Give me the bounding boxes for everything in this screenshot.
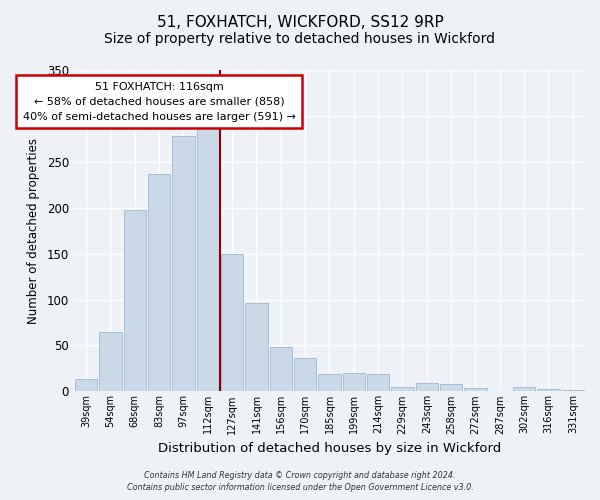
X-axis label: Distribution of detached houses by size in Wickford: Distribution of detached houses by size … — [158, 442, 501, 455]
Bar — [318, 374, 341, 392]
Text: Contains HM Land Registry data © Crown copyright and database right 2024.
Contai: Contains HM Land Registry data © Crown c… — [127, 471, 473, 492]
Bar — [124, 210, 146, 392]
Bar — [172, 136, 194, 392]
Bar — [221, 254, 244, 392]
Text: 51 FOXHATCH: 116sqm
← 58% of detached houses are smaller (858)
40% of semi-detac: 51 FOXHATCH: 116sqm ← 58% of detached ho… — [23, 82, 296, 122]
Bar — [391, 387, 413, 392]
Bar — [269, 348, 292, 392]
Bar — [148, 174, 170, 392]
Bar — [343, 373, 365, 392]
Y-axis label: Number of detached properties: Number of detached properties — [27, 138, 40, 324]
Text: Size of property relative to detached houses in Wickford: Size of property relative to detached ho… — [104, 32, 496, 46]
Text: 51, FOXHATCH, WICKFORD, SS12 9RP: 51, FOXHATCH, WICKFORD, SS12 9RP — [157, 15, 443, 30]
Bar — [440, 384, 463, 392]
Bar — [562, 390, 584, 392]
Bar — [538, 388, 560, 392]
Bar — [75, 380, 97, 392]
Bar — [464, 388, 487, 392]
Bar — [294, 358, 316, 392]
Bar — [245, 303, 268, 392]
Bar — [367, 374, 389, 392]
Bar — [513, 387, 535, 392]
Bar — [416, 383, 438, 392]
Bar — [197, 125, 219, 392]
Bar — [99, 332, 122, 392]
